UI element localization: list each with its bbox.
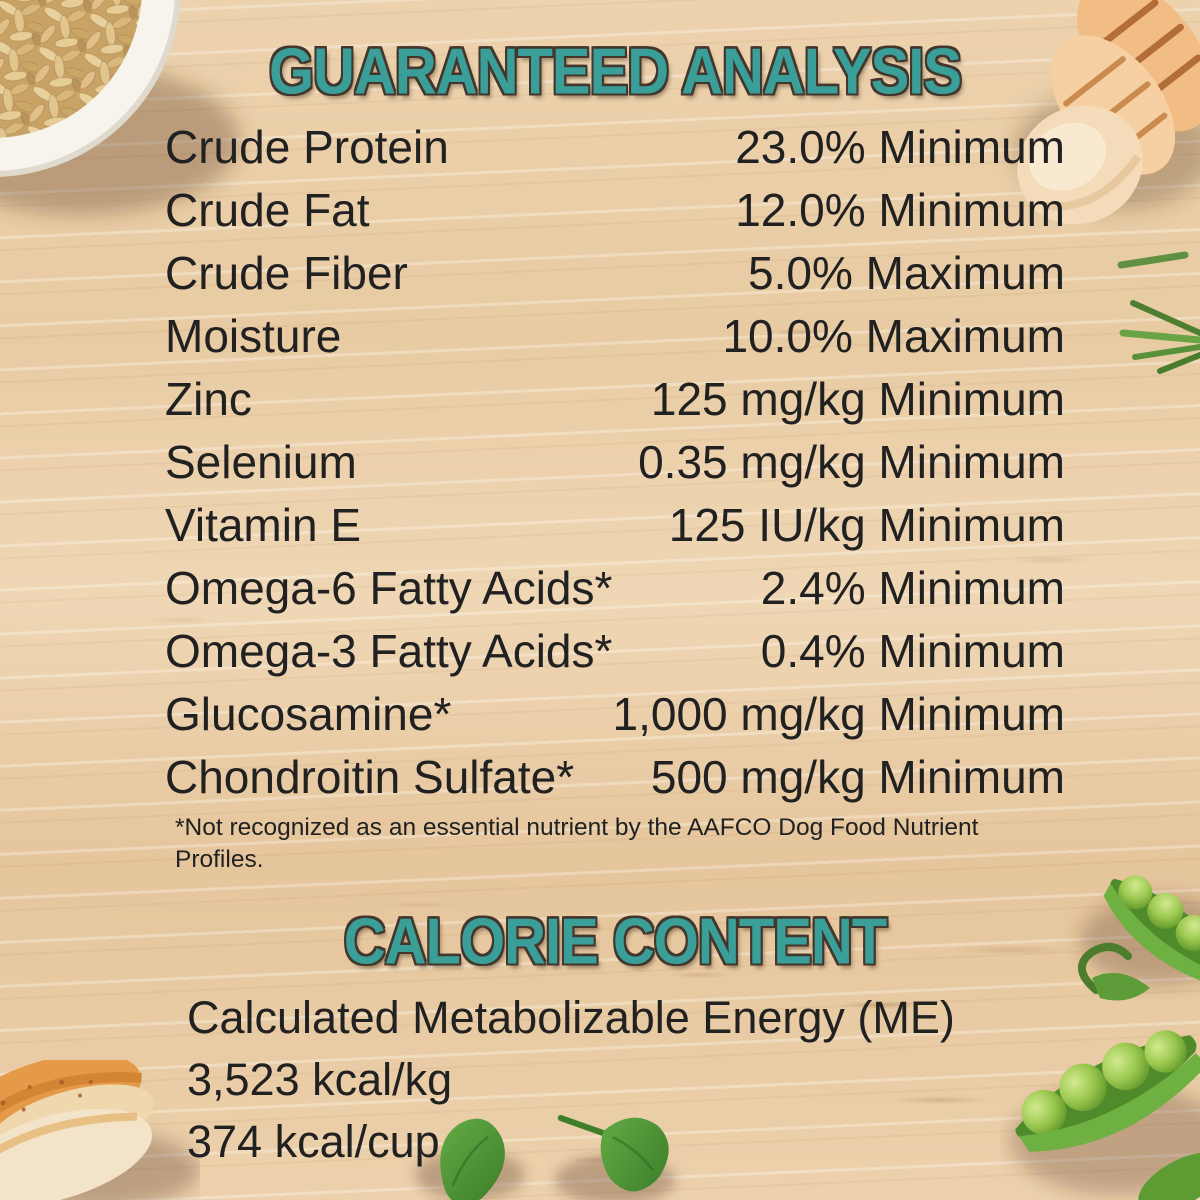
analysis-table: Crude Protein 23.0% Minimum Crude Fat 12.0… (165, 115, 1065, 808)
table-row: Omega-6 Fatty Acids* 2.4% Minimum (165, 556, 1065, 619)
calorie-line-kcal-cup: 374 kcal/cup (187, 1116, 440, 1167)
aafco-footnote: *Not recognized as an essential nutrient… (175, 814, 979, 873)
nutrient-name: Omega-6 Fatty Acids* (165, 561, 613, 614)
nutrient-value: 1,000 mg/kg Minimum (612, 687, 1066, 740)
table-row: Moisture 10.0% Maximum (165, 304, 1065, 367)
nutrient-value: 125 IU/kg Minimum (668, 498, 1065, 551)
nutrient-value: 125 mg/kg Minimum (650, 372, 1065, 425)
nutrient-name: Moisture (165, 309, 342, 362)
table-row: Glucosamine* 1,000 mg/kg Minimum (165, 682, 1065, 745)
nutrient-name: Selenium (165, 435, 357, 488)
nutrient-value: 500 mg/kg Minimum (650, 750, 1065, 803)
calorie-content-title: CALORIE CONTENT (343, 905, 887, 978)
calorie-lines: Calculated Metabolizable Energy (ME) 3,5… (165, 987, 1065, 1173)
table-row: Omega-3 Fatty Acids* 0.4% Minimum (165, 619, 1065, 682)
calorie-line-me: Calculated Metabolizable Energy (ME) (187, 992, 955, 1043)
nutrient-name: Crude Protein (165, 120, 449, 173)
nutrient-value: 10.0% Maximum (722, 309, 1065, 362)
calorie-line-kcal-kg: 3,523 kcal/kg (187, 1054, 453, 1105)
nutrient-name: Crude Fiber (165, 246, 408, 299)
rosemary-sprig-photo (1117, 251, 1200, 374)
table-row: Crude Fiber 5.0% Maximum (165, 241, 1065, 304)
table-row: Crude Protein 23.0% Minimum (165, 115, 1065, 178)
nutrient-name: Crude Fat (165, 183, 370, 236)
nutrient-value: 5.0% Maximum (748, 246, 1065, 299)
nutrient-value: 12.0% Minimum (735, 183, 1065, 236)
nutrient-value: 0.4% Minimum (760, 624, 1065, 677)
nutrient-name: Chondroitin Sulfate* (165, 750, 575, 803)
nutrient-name: Glucosamine* (165, 687, 452, 740)
nutrient-name: Zinc (165, 372, 252, 425)
table-row: Chondroitin Sulfate* 500 mg/kg Minimum (165, 745, 1065, 808)
table-row: Vitamin E 125 IU/kg Minimum (165, 493, 1065, 556)
label-content: GUARANTEED ANALYSIS Crude Protein 23.0% M… (165, 34, 1065, 1173)
table-row: Selenium 0.35 mg/kg Minimum (165, 430, 1065, 493)
nutrient-name: Vitamin E (165, 498, 362, 551)
nutrient-name: Omega-3 Fatty Acids* (165, 624, 613, 677)
table-row: Crude Fat 12.0% Minimum (165, 178, 1065, 241)
guaranteed-analysis-title: GUARANTEED ANALYSIS (268, 35, 962, 108)
nutrient-value: 2.4% Minimum (760, 561, 1065, 614)
nutrient-value: 23.0% Minimum (735, 120, 1065, 173)
table-row: Zinc 125 mg/kg Minimum (165, 367, 1065, 430)
nutrient-value: 0.35 mg/kg Minimum (638, 435, 1065, 488)
